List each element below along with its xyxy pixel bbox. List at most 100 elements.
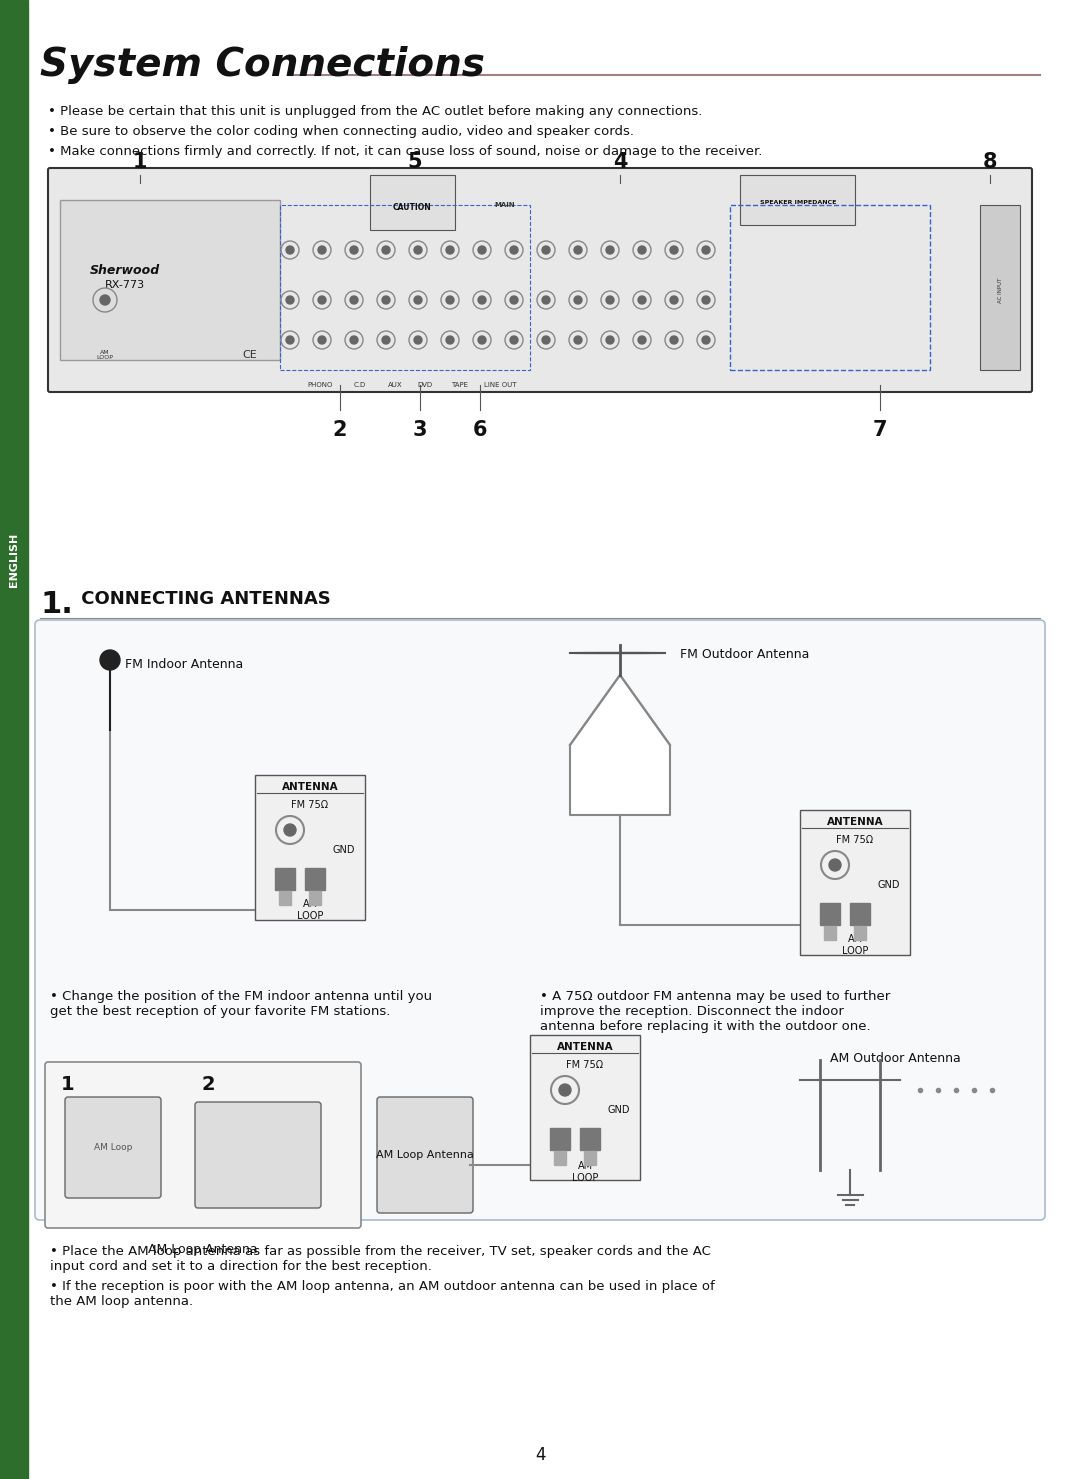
Text: ANTENNA: ANTENNA: [282, 782, 338, 791]
Text: 8: 8: [983, 152, 997, 172]
Text: 4: 4: [612, 152, 627, 172]
Text: AM
LOOP: AM LOOP: [571, 1161, 598, 1183]
Circle shape: [638, 296, 646, 305]
Text: System Connections: System Connections: [40, 46, 485, 84]
Circle shape: [510, 246, 518, 254]
Circle shape: [702, 246, 710, 254]
Text: AM Loop Antenna: AM Loop Antenna: [148, 1244, 258, 1257]
FancyBboxPatch shape: [195, 1102, 321, 1208]
Bar: [820, 904, 840, 924]
Circle shape: [382, 296, 390, 305]
Circle shape: [829, 859, 841, 871]
Circle shape: [446, 296, 454, 305]
Bar: [854, 926, 866, 941]
Circle shape: [606, 336, 615, 345]
Bar: [305, 868, 325, 890]
Circle shape: [606, 246, 615, 254]
Circle shape: [702, 336, 710, 345]
Circle shape: [284, 824, 296, 836]
Circle shape: [350, 246, 357, 254]
Bar: [370, 175, 455, 231]
Text: FM 75Ω: FM 75Ω: [292, 800, 328, 810]
Text: AM
LOOP: AM LOOP: [96, 349, 113, 361]
Circle shape: [638, 336, 646, 345]
Circle shape: [478, 246, 486, 254]
Circle shape: [478, 336, 486, 345]
Circle shape: [446, 336, 454, 345]
Text: DVD: DVD: [418, 382, 433, 387]
Text: PHONO: PHONO: [308, 382, 333, 387]
Circle shape: [542, 296, 550, 305]
Circle shape: [382, 246, 390, 254]
Text: ENGLISH: ENGLISH: [9, 532, 19, 587]
Text: AM
LOOP: AM LOOP: [841, 935, 868, 955]
Text: SPEAKER IMPEDANCE: SPEAKER IMPEDANCE: [760, 200, 836, 204]
Circle shape: [318, 246, 326, 254]
Bar: [980, 206, 1020, 370]
Bar: [60, 200, 280, 359]
Circle shape: [100, 649, 120, 670]
Circle shape: [446, 246, 454, 254]
Circle shape: [414, 336, 422, 345]
Text: 1.: 1.: [40, 590, 72, 620]
Text: 1: 1: [133, 152, 147, 172]
Text: CONNECTING ANTENNAS: CONNECTING ANTENNAS: [75, 590, 330, 608]
Text: ANTENNA: ANTENNA: [826, 816, 883, 827]
Circle shape: [559, 1084, 571, 1096]
Bar: [0, 0, 28, 1479]
Bar: [730, 206, 930, 370]
Text: 5: 5: [407, 152, 422, 172]
Circle shape: [414, 296, 422, 305]
Bar: [280, 206, 530, 370]
Circle shape: [702, 296, 710, 305]
Text: • Place the AM loop antenna as far as possible from the receiver, TV set, speake: • Place the AM loop antenna as far as po…: [50, 1245, 711, 1273]
Bar: [279, 890, 291, 905]
Bar: [800, 810, 910, 955]
Circle shape: [542, 336, 550, 345]
Text: C.D: C.D: [354, 382, 366, 387]
Text: AM Outdoor Antenna: AM Outdoor Antenna: [831, 1052, 961, 1065]
Text: FM Indoor Antenna: FM Indoor Antenna: [125, 658, 243, 671]
Text: AUX: AUX: [388, 382, 403, 387]
Bar: [824, 926, 836, 941]
Circle shape: [510, 296, 518, 305]
Bar: [850, 904, 870, 924]
Text: • If the reception is poor with the AM loop antenna, an AM outdoor antenna can b: • If the reception is poor with the AM l…: [50, 1279, 715, 1307]
Text: 4: 4: [535, 1446, 545, 1464]
Text: AM
LOOP: AM LOOP: [297, 899, 323, 921]
Circle shape: [573, 246, 582, 254]
Text: ANTENNA: ANTENNA: [556, 1043, 613, 1052]
Polygon shape: [570, 674, 670, 815]
Text: FM Outdoor Antenna: FM Outdoor Antenna: [680, 648, 809, 661]
Text: Sherwood: Sherwood: [90, 263, 160, 277]
Text: • A 75Ω outdoor FM antenna may be used to further
improve the reception. Disconn: • A 75Ω outdoor FM antenna may be used t…: [540, 989, 890, 1032]
Text: AM Loop: AM Loop: [94, 1142, 132, 1152]
Bar: [740, 175, 855, 225]
Text: RX-773: RX-773: [105, 280, 145, 290]
Circle shape: [670, 246, 678, 254]
Circle shape: [100, 294, 110, 305]
Text: • Be sure to observe the color coding when connecting audio, video and speaker c: • Be sure to observe the color coding wh…: [48, 126, 634, 138]
Text: GND: GND: [333, 845, 355, 855]
Circle shape: [606, 296, 615, 305]
Bar: [584, 1151, 596, 1165]
Circle shape: [382, 336, 390, 345]
Circle shape: [318, 296, 326, 305]
Circle shape: [286, 296, 294, 305]
Bar: [255, 775, 365, 920]
Text: MAIN: MAIN: [495, 203, 515, 209]
FancyBboxPatch shape: [48, 169, 1032, 392]
Text: CE: CE: [243, 351, 257, 359]
Text: CAUTION: CAUTION: [393, 204, 431, 213]
Text: LINE OUT: LINE OUT: [484, 382, 516, 387]
Circle shape: [478, 296, 486, 305]
Bar: [580, 1128, 600, 1151]
Text: 1: 1: [62, 1075, 75, 1094]
Text: 2: 2: [201, 1075, 215, 1094]
Text: AC INPUT: AC INPUT: [998, 278, 1002, 303]
Text: FM 75Ω: FM 75Ω: [836, 836, 874, 845]
Text: AM Loop Antenna: AM Loop Antenna: [376, 1151, 474, 1160]
FancyBboxPatch shape: [65, 1097, 161, 1198]
Circle shape: [638, 246, 646, 254]
Bar: [554, 1151, 566, 1165]
